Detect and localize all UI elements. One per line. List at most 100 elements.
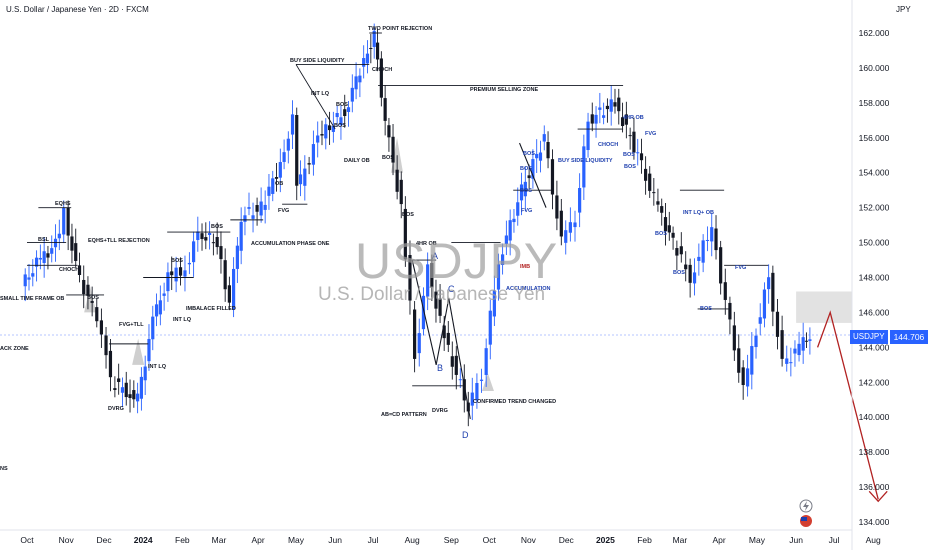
x-tick-label: May [288,535,305,545]
candle-body [204,237,208,241]
candle-body [327,125,332,131]
candle-body [462,379,466,401]
candle-body [573,222,577,228]
candle-body [667,225,671,233]
candle-body [568,222,572,233]
candle-body [652,192,656,194]
us-flag-canton [801,517,807,521]
annotation-label: BOS [520,188,532,194]
candle-body [527,175,531,179]
annotation-label: 4HR OB [623,115,644,121]
candle-body [762,289,767,319]
candle-body [311,144,316,165]
candle-body [413,309,417,359]
candle-body [594,114,598,124]
annotation-label: FVG [735,265,746,271]
currency-label[interactable]: JPY [896,5,911,14]
annotation-label: DAILY OB [344,158,370,164]
annotation-label: INT LQ [311,91,330,97]
structure-line [448,298,471,420]
x-tick-label: Mar [673,535,688,545]
candle-body [350,87,354,102]
retest-marker [84,286,97,313]
candle-body [628,135,632,137]
annotation-label: BOS [336,102,348,108]
candle-body [158,300,162,315]
candle-body [391,136,395,163]
last-price-tag: USDJPY 144.706 [850,330,930,344]
candle-body [632,131,636,153]
candle-body [732,325,736,351]
annotation-label: OB [275,181,283,187]
time-axis[interactable]: Oct Nov Dec 2024 Feb Mar Apr May Jun Jul Aug Sep Oct… [0,529,881,545]
candle-body [675,248,679,256]
structure-line [519,142,547,208]
x-tick-label: Apr [251,535,264,545]
annotation-label: BOS [624,164,636,170]
candle-body [442,325,446,339]
candle-body [42,251,46,264]
candle-body [701,240,705,263]
drawings-layer [27,32,888,503]
candle-body [196,231,200,241]
candle-body [139,376,143,399]
candle-body [538,152,543,161]
candle-body [741,367,745,386]
structure-line [435,298,450,365]
candle-body [282,152,286,162]
annotation-label: IMBALACE FILLED [186,306,236,312]
candle-body [183,270,187,277]
candle-body [656,201,660,205]
candle-body [775,311,780,337]
candle-body [808,339,812,341]
candle-body [278,162,282,178]
candle-body [290,114,295,135]
annotation-label: BOS [402,212,414,218]
candle-body [27,277,31,280]
candle-body [697,256,701,261]
annotation-label: CHOCH [598,142,618,148]
candle-body [793,348,797,354]
price-axis[interactable]: 134.000 136.000 138.000 140.000 142.000 144.0… [851,0,890,550]
candle-body [77,265,82,276]
candle-body [598,107,602,110]
candle-body [602,115,606,118]
annotation-label: BUY SIDE LIQUIDITY [558,158,613,164]
candle-body [728,302,732,320]
candle-body [758,317,762,324]
y-tick-label: 144.000 [859,342,890,352]
candle-body [492,290,496,317]
retest-marker [132,338,145,365]
candle-body [151,316,155,340]
annotation-label: CHOCH [59,267,79,273]
annotation-label: SMALL TIME FRAME OB [0,296,64,302]
price-tag-value: 144.706 [889,330,929,344]
candle-body [679,246,683,255]
candle-body [365,53,370,64]
candle-body [62,207,66,235]
x-tick-label: Jul [829,535,840,545]
x-tick-label: 2025 [596,535,615,545]
candle-body [714,228,718,251]
y-tick-label: 152.000 [859,203,890,213]
annotation-label: CONFIRMED TREND CHANGED [473,399,556,405]
candle-body [74,243,78,261]
candle-body [339,117,343,126]
annotation-label: BOS [623,152,635,158]
annotation-label: INT LQ+ OB [683,210,714,216]
x-tick-label: Nov [59,535,75,545]
candle-body [605,105,610,110]
annotation-label: BOS [523,151,535,157]
candle-body [797,343,801,356]
candle-body [648,173,652,191]
candle-body [70,236,74,251]
annotation-labels: TWO POINT REJECTION BUY SIDE LIQUIDITY CHO… [0,26,813,527]
y-tick-label: 158.000 [859,98,890,108]
candle-body [113,388,117,390]
candle-body [124,382,128,398]
annotation-label: FVG [645,131,656,137]
candle-body [705,239,710,241]
candle-body [320,134,324,136]
y-tick-label: 156.000 [859,133,890,143]
